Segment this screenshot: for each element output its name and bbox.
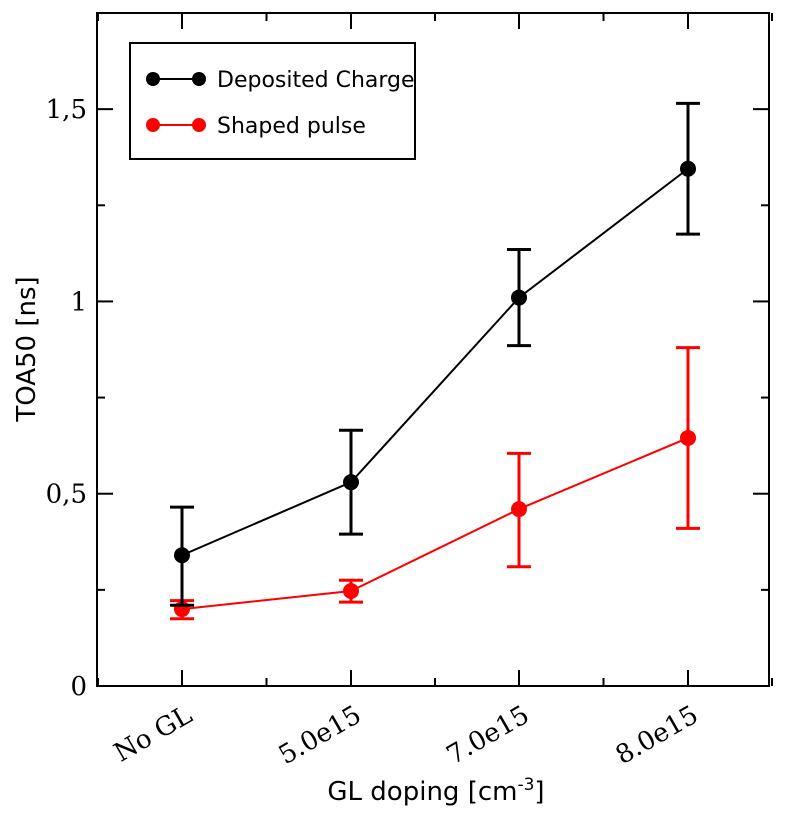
data-point-shaped-pulse bbox=[343, 583, 359, 600]
data-point-shaped-pulse bbox=[511, 501, 527, 518]
x-tick-label: 8.0e15 bbox=[611, 700, 704, 771]
x-tick-label: No GL bbox=[109, 700, 197, 768]
x-tick-label: 5.0e15 bbox=[274, 700, 367, 771]
data-point-deposited-charge bbox=[343, 474, 359, 491]
data-point-deposited-charge bbox=[680, 160, 696, 177]
x-axis-label: GL doping [cm-3] bbox=[327, 775, 544, 807]
series-line-deposited-charge bbox=[181, 167, 689, 557]
legend-label-shaped-pulse: Shaped pulse bbox=[217, 114, 366, 139]
x-axis-label-suffix: ] bbox=[534, 777, 544, 807]
legend-marker-shaped-pulse-2 bbox=[192, 118, 206, 132]
y-axis-ticks: 0 0,5 1 1,5 bbox=[46, 95, 769, 702]
plot-frame bbox=[96, 12, 770, 687]
x-axis-label-main: GL doping [cm bbox=[327, 777, 517, 807]
y-tick-label: 0 bbox=[70, 672, 87, 702]
data-point-deposited-charge bbox=[174, 547, 190, 564]
series-layer bbox=[170, 101, 700, 621]
x-tick-label: 7.0e15 bbox=[442, 700, 535, 771]
series-deposited-charge bbox=[170, 101, 700, 607]
series-line-shaped-pulse bbox=[181, 437, 689, 611]
data-point-deposited-charge bbox=[511, 289, 527, 306]
x-axis-label-superscript: -3 bbox=[517, 775, 534, 795]
y-tick-label: 1,5 bbox=[46, 95, 87, 125]
legend: Deposited Charge Shaped pulse bbox=[129, 42, 416, 160]
legend-box bbox=[129, 42, 416, 160]
legend-marker-shaped-pulse bbox=[146, 118, 160, 132]
series-shaped-pulse bbox=[170, 346, 700, 621]
y-tick-label: 1 bbox=[70, 287, 87, 317]
legend-marker-deposited-charge bbox=[146, 72, 160, 86]
legend-marker-deposited-charge-2 bbox=[192, 72, 206, 86]
y-axis-label: TOA50 [ns] bbox=[12, 276, 42, 422]
y-tick-label: 0,5 bbox=[46, 480, 87, 510]
data-point-shaped-pulse bbox=[680, 429, 696, 446]
legend-label-deposited-charge: Deposited Charge bbox=[217, 68, 415, 93]
